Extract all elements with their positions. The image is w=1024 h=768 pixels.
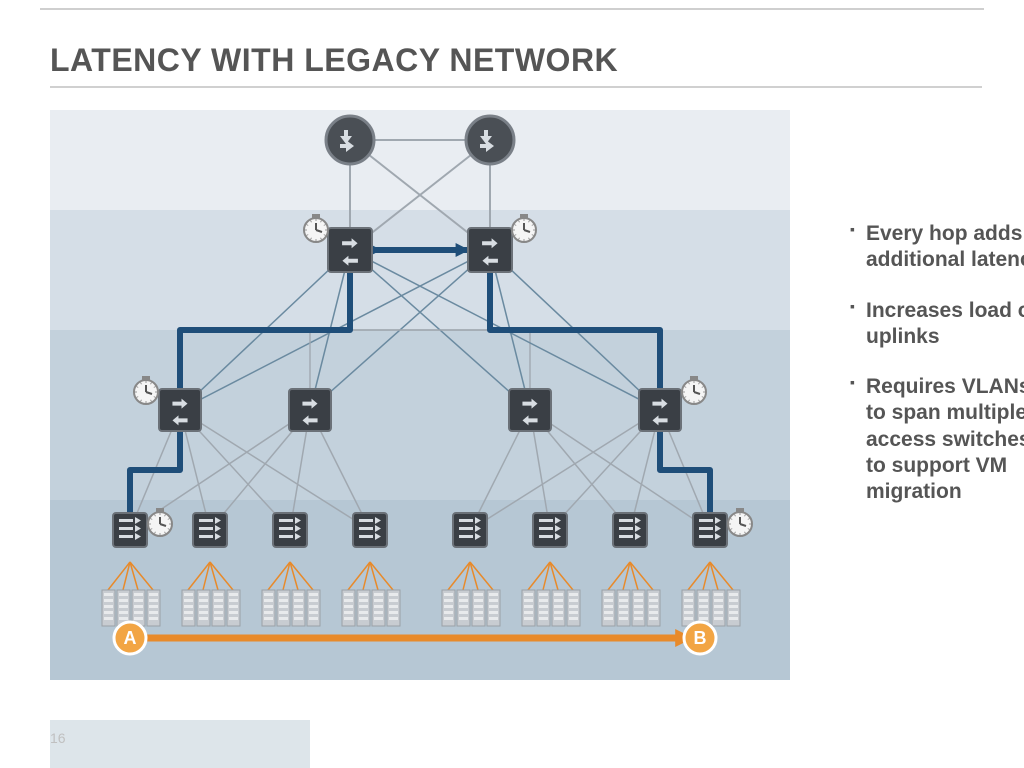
bullet-item: Increases load on uplinks <box>850 298 1024 351</box>
top-rule <box>40 8 984 10</box>
bullet-item: Requires VLANs to span multiple access s… <box>850 374 1024 505</box>
title-underline <box>50 86 982 88</box>
svg-text:B: B <box>694 628 707 648</box>
footer-band <box>50 720 310 768</box>
page-title: LATENCY WITH LEGACY NETWORK <box>50 42 618 79</box>
page-number: 16 <box>50 730 66 746</box>
network-diagram: AB <box>50 110 790 680</box>
bullet-list: Every hop adds additional latency Increa… <box>810 221 1024 529</box>
bullet-item: Every hop adds additional latency <box>850 221 1024 274</box>
svg-text:A: A <box>124 628 137 648</box>
diagram-svg: AB <box>50 110 790 680</box>
